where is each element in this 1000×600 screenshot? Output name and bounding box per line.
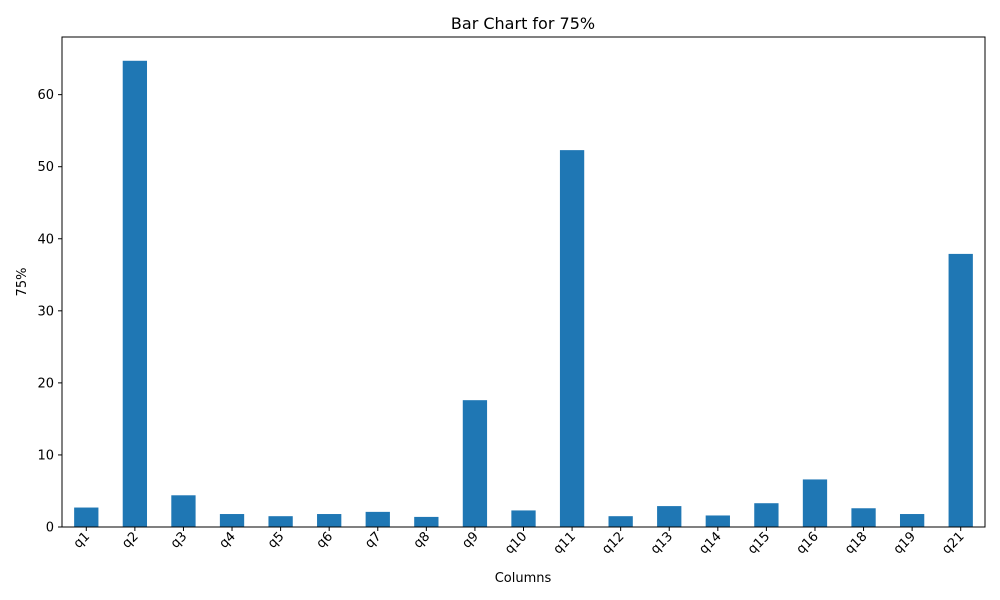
y-tick-label-60: 60 [37,88,54,103]
y-tick-label-0: 0 [46,521,54,536]
x-tick-label-q3: q3 [168,529,190,551]
bar-q15 [754,503,779,527]
bar-q21 [948,253,973,527]
bar-q16 [802,479,828,527]
x-tick-label-q5: q5 [265,529,287,551]
y-tick-label-40: 40 [37,232,54,247]
x-tick-label-q15: q15 [745,529,773,557]
x-tick-label-q19: q19 [891,529,919,557]
y-tick-label-30: 30 [37,304,54,319]
x-tick-label-q13: q13 [648,529,676,557]
x-tick-label-q9: q9 [459,529,481,551]
x-tick-label-q21: q21 [939,529,967,557]
bar-q4 [219,514,245,527]
plot-frame [61,36,986,528]
bar-q7 [365,511,390,527]
x-tick-label-q4: q4 [217,529,239,551]
x-tick-label-q2: q2 [119,529,141,551]
bar-q10 [511,510,536,527]
y-axis: 0 10 20 30 40 50 60 [37,88,62,536]
bar-q2 [122,60,148,527]
bar-q13 [657,506,682,527]
bar-q12 [608,516,633,527]
x-tick-label-q12: q12 [599,529,627,557]
y-tick-label-50: 50 [37,160,54,175]
bar-q5 [268,516,293,527]
bar-q19 [899,514,925,527]
x-tick-label-q16: q16 [794,529,822,557]
x-tick-label-q8: q8 [411,529,433,551]
bars-group [74,60,973,527]
bar-q11 [559,150,585,527]
x-tick-label-q14: q14 [697,529,725,557]
bar-q1 [74,507,99,527]
x-axis-label: Columns [495,571,552,586]
x-tick-label-q10: q10 [502,529,530,557]
bar-q14 [705,515,730,527]
x-axis: q1 q2 q3 q4 q5 q6 q7 q8 q9 q10 q11 q12 q13 q14 q15 q16 q… [71,527,968,557]
y-axis-label: 75% [15,268,30,297]
x-tick-label-q1: q1 [71,529,93,551]
x-tick-label-q6: q6 [314,529,336,551]
x-tick-label-q11: q11 [551,529,579,557]
bar-q3 [171,495,196,527]
y-tick-label-10: 10 [37,448,54,463]
chart-title: Bar Chart for 75% [451,14,595,33]
x-tick-label-q18: q18 [842,529,870,557]
bar-q6 [317,514,342,527]
bar-q9 [462,400,488,527]
x-tick-label-q7: q7 [362,529,384,551]
bar-q8 [414,516,439,527]
y-tick-label-20: 20 [37,376,54,391]
bar-q18 [851,508,876,527]
